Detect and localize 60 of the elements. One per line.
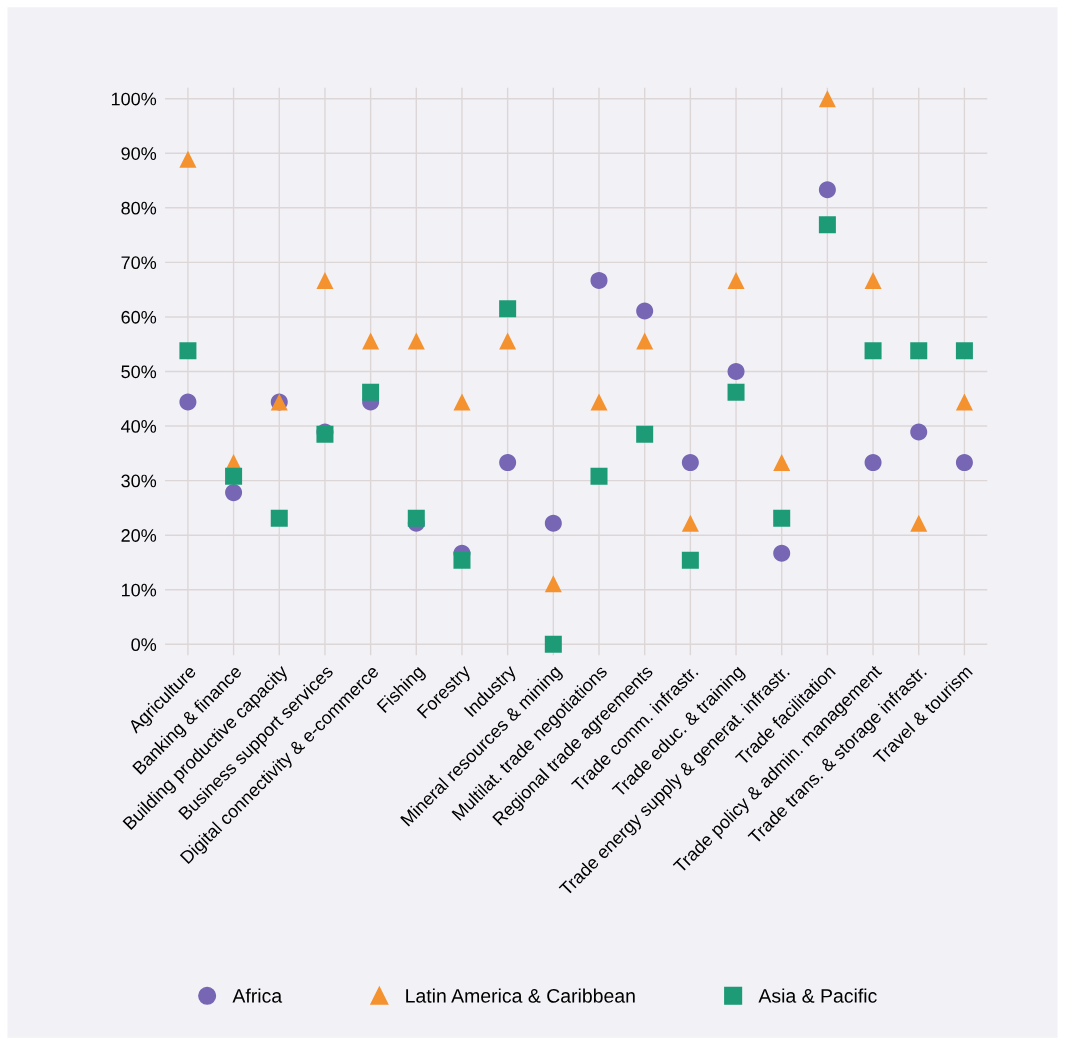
point — [864, 454, 882, 472]
legend-label: Africa — [232, 988, 283, 1003]
point — [681, 551, 699, 569]
point — [955, 342, 973, 360]
point — [955, 393, 973, 411]
y-tick-label: 30% — [121, 474, 157, 488]
point — [590, 393, 608, 411]
y-tick-label: 50% — [121, 365, 157, 379]
y-tick-label: 70% — [121, 256, 157, 270]
y-tick-label: 90% — [121, 147, 157, 160]
point — [727, 383, 745, 401]
point — [910, 514, 928, 532]
legend-label: Latin America & Caribbean — [406, 988, 635, 1003]
point — [864, 271, 882, 289]
point — [179, 342, 197, 360]
point — [681, 454, 699, 472]
point — [544, 635, 562, 653]
point — [453, 551, 471, 569]
point — [499, 300, 517, 318]
point — [773, 544, 791, 562]
point — [407, 332, 425, 350]
point — [590, 467, 608, 485]
point — [316, 271, 334, 289]
point — [727, 362, 745, 380]
point — [910, 342, 928, 360]
y-tick-label: 60% — [121, 310, 157, 324]
point — [407, 509, 425, 527]
point — [544, 514, 562, 532]
point — [818, 181, 836, 199]
point — [727, 271, 745, 289]
point — [818, 216, 836, 234]
legend-label: Asia & Pacific — [758, 988, 877, 1003]
point — [636, 302, 654, 320]
point — [225, 484, 243, 502]
point — [225, 467, 243, 485]
point — [362, 383, 380, 401]
y-tick-label: 0% — [131, 638, 157, 652]
point — [636, 332, 654, 350]
y-tick-label: 40% — [121, 419, 157, 433]
y-tick-label: 100% — [111, 92, 157, 106]
y-tick-label: 20% — [121, 529, 157, 542]
point — [179, 393, 197, 411]
point — [270, 509, 288, 527]
point — [681, 514, 699, 532]
point — [864, 342, 882, 360]
point — [499, 454, 517, 472]
point — [362, 332, 380, 350]
point — [955, 454, 973, 472]
point — [773, 509, 791, 527]
point — [590, 271, 608, 289]
point — [636, 425, 654, 443]
y-tick-label: 10% — [121, 583, 157, 597]
y-tick-label: 80% — [121, 201, 157, 215]
point — [179, 150, 197, 168]
point — [499, 332, 517, 350]
point — [910, 423, 928, 441]
point — [818, 90, 836, 108]
point — [544, 575, 562, 593]
point — [453, 393, 471, 411]
point — [773, 454, 791, 472]
